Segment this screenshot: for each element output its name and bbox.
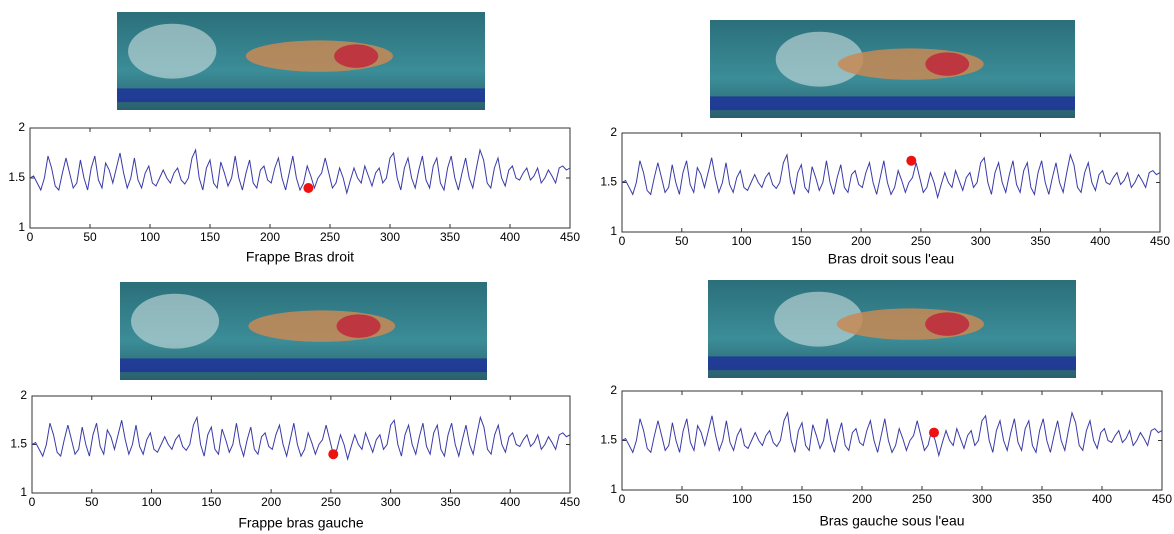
x-tick-label: 350 xyxy=(1032,492,1052,506)
marker-point xyxy=(929,427,939,438)
x-tick-label: 300 xyxy=(381,495,401,509)
x-tick-label: 250 xyxy=(320,230,340,244)
y-tick-label: 2 xyxy=(610,383,617,397)
x-tick-label: 150 xyxy=(792,492,812,506)
x-tick-label: 50 xyxy=(85,495,99,509)
x-axis-label: Frappe bras gauche xyxy=(238,515,364,531)
x-tick-label: 200 xyxy=(260,230,280,244)
marker-point xyxy=(328,449,339,460)
x-tick-label: 400 xyxy=(500,495,520,509)
data-line xyxy=(29,148,571,195)
photo xyxy=(117,12,485,110)
x-tick-label: 400 xyxy=(1092,492,1112,506)
x-tick-label: 250 xyxy=(912,492,932,506)
splash xyxy=(131,293,220,349)
data-line xyxy=(621,410,1163,458)
splash xyxy=(128,23,217,79)
x-tick-label: 200 xyxy=(852,492,872,506)
marker-point xyxy=(303,183,314,193)
x-tick-label: 0 xyxy=(619,234,626,248)
x-tick-label: 0 xyxy=(27,230,34,244)
plot-frame xyxy=(621,132,1161,233)
x-tick-label: 100 xyxy=(142,495,162,509)
y-tick-label: 2 xyxy=(18,120,25,134)
x-tick-label: 400 xyxy=(500,230,520,244)
swimsuit xyxy=(925,52,970,76)
swimsuit xyxy=(336,314,381,338)
x-tick-label: 0 xyxy=(29,495,36,509)
lane-rope xyxy=(120,358,487,373)
x-tick-label: 300 xyxy=(380,230,400,244)
y-tick-label: 1.5 xyxy=(600,175,617,189)
photo xyxy=(708,280,1076,378)
y-tick-label: 1 xyxy=(20,485,27,499)
y-tick-label: 1.5 xyxy=(8,170,25,184)
x-tick-label: 200 xyxy=(851,234,871,248)
plot-frame xyxy=(29,127,571,229)
x-tick-label: 400 xyxy=(1090,234,1110,248)
x-tick-label: 450 xyxy=(560,495,580,509)
data-line xyxy=(31,415,571,462)
x-tick-label: 350 xyxy=(440,495,460,509)
data-line xyxy=(621,152,1161,200)
x-tick-label: 150 xyxy=(791,234,811,248)
x-tick-label: 50 xyxy=(83,230,97,244)
splash xyxy=(774,291,863,347)
lane-rope xyxy=(710,96,1075,111)
x-tick-label: 450 xyxy=(560,230,580,244)
y-tick-label: 1 xyxy=(610,224,617,238)
x-axis-label: Bras gauche sous l'eau xyxy=(819,513,964,529)
x-tick-label: 100 xyxy=(732,492,752,506)
x-axis-label: Bras droit sous l'eau xyxy=(828,251,954,267)
y-tick-label: 2 xyxy=(610,125,617,139)
x-axis-label: Frappe Bras droit xyxy=(246,249,354,265)
y-tick-label: 1 xyxy=(18,220,25,234)
x-tick-label: 450 xyxy=(1150,234,1170,248)
x-tick-label: 100 xyxy=(140,230,160,244)
lane-rope xyxy=(117,88,485,103)
swimsuit xyxy=(334,44,379,68)
y-tick-label: 1.5 xyxy=(600,433,617,447)
splash xyxy=(775,31,864,87)
x-tick-label: 150 xyxy=(201,495,221,509)
x-tick-label: 300 xyxy=(972,492,992,506)
x-tick-label: 350 xyxy=(440,230,460,244)
x-tick-label: 150 xyxy=(200,230,220,244)
y-tick-label: 1.5 xyxy=(10,437,27,451)
x-tick-label: 0 xyxy=(619,492,626,506)
x-tick-label: 50 xyxy=(675,234,689,248)
x-tick-label: 250 xyxy=(321,495,341,509)
x-tick-label: 100 xyxy=(732,234,752,248)
plot-frame xyxy=(31,395,571,494)
x-tick-label: 450 xyxy=(1152,492,1172,506)
swimsuit xyxy=(925,312,970,336)
y-tick-label: 2 xyxy=(20,388,27,402)
marker-point xyxy=(906,155,917,166)
x-tick-label: 250 xyxy=(911,234,931,248)
x-tick-label: 350 xyxy=(1030,234,1050,248)
lane-rope xyxy=(708,356,1076,371)
photo xyxy=(120,282,487,380)
x-tick-label: 50 xyxy=(675,492,689,506)
photo xyxy=(710,20,1075,118)
y-tick-label: 1 xyxy=(610,482,617,496)
x-tick-label: 300 xyxy=(971,234,991,248)
x-tick-label: 200 xyxy=(261,495,281,509)
